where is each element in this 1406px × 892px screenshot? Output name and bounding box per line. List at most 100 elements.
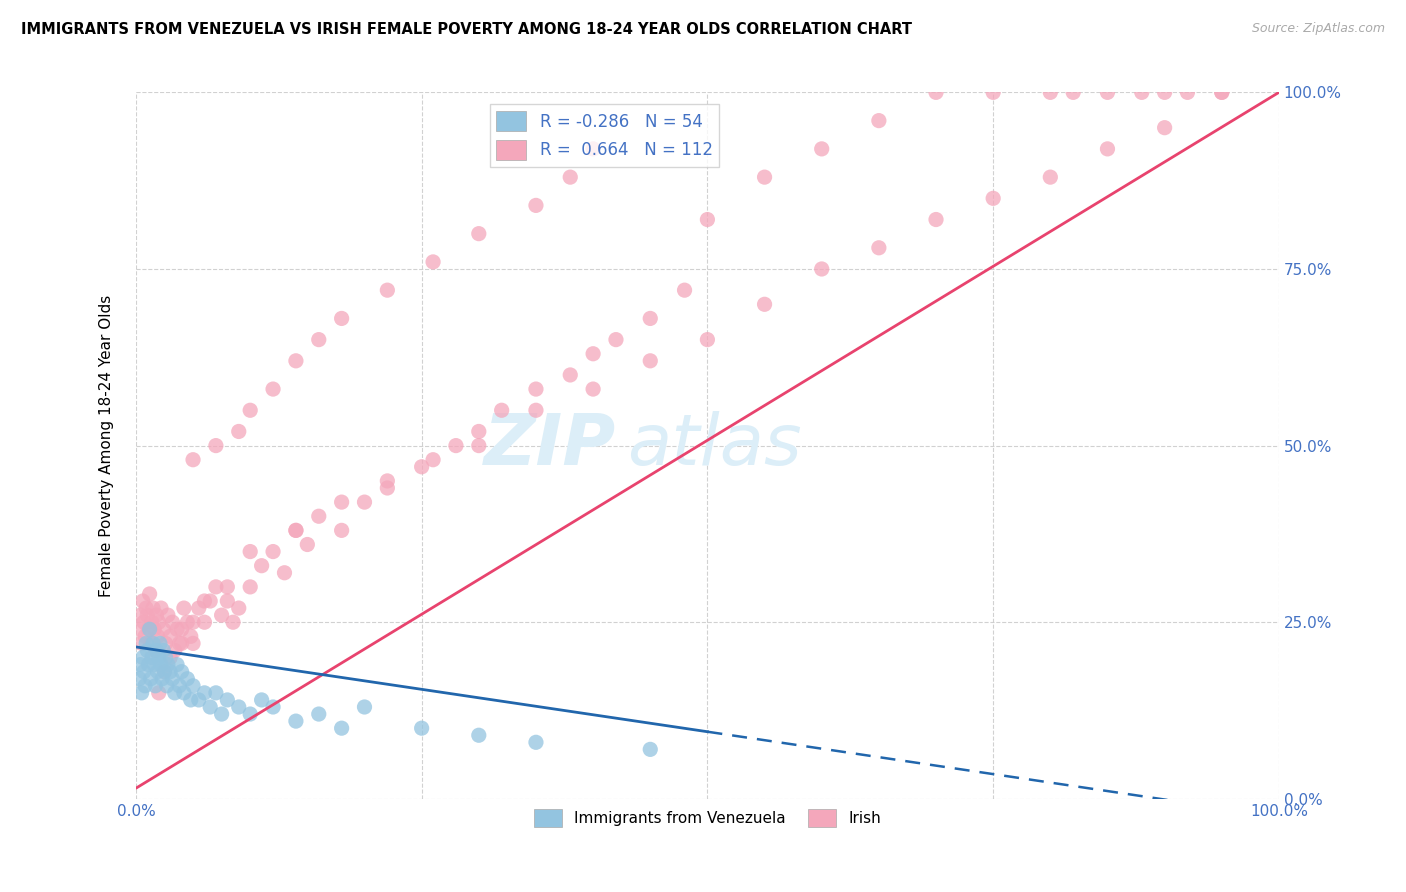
Point	[222, 615, 245, 630]
Point	[1153, 86, 1175, 100]
Legend: Immigrants from Venezuela, Irish: Immigrants from Venezuela, Irish	[527, 803, 887, 834]
Point	[170, 636, 193, 650]
Point	[152, 643, 174, 657]
Point	[198, 700, 221, 714]
Point	[159, 650, 181, 665]
Point	[131, 686, 153, 700]
Point	[136, 643, 159, 657]
Point	[132, 665, 155, 679]
Point	[156, 657, 179, 672]
Point	[468, 425, 491, 439]
Point	[330, 311, 353, 326]
Point	[132, 650, 155, 665]
Point	[180, 693, 202, 707]
Text: ZIP: ZIP	[484, 411, 616, 480]
Point	[239, 403, 262, 417]
Point	[145, 608, 167, 623]
Point	[353, 700, 375, 714]
Point	[981, 191, 1004, 205]
Point	[134, 679, 156, 693]
Point	[138, 587, 160, 601]
Point	[1039, 170, 1062, 185]
Point	[754, 170, 776, 185]
Point	[187, 693, 209, 707]
Point	[135, 601, 157, 615]
Point	[1211, 86, 1233, 100]
Point	[981, 86, 1004, 100]
Point	[1211, 86, 1233, 100]
Point	[142, 601, 165, 615]
Point	[170, 665, 193, 679]
Point	[142, 636, 165, 650]
Point	[141, 615, 163, 630]
Point	[422, 255, 444, 269]
Point	[810, 142, 832, 156]
Point	[211, 608, 233, 623]
Point	[129, 608, 152, 623]
Point	[136, 608, 159, 623]
Point	[560, 368, 582, 382]
Point	[262, 544, 284, 558]
Point	[217, 594, 239, 608]
Point	[143, 657, 166, 672]
Point	[148, 615, 170, 630]
Point	[228, 425, 250, 439]
Point	[159, 665, 181, 679]
Point	[297, 537, 319, 551]
Point	[605, 333, 627, 347]
Point	[187, 601, 209, 615]
Point	[141, 650, 163, 665]
Point	[638, 742, 661, 756]
Point	[524, 382, 547, 396]
Point	[582, 142, 605, 156]
Point	[925, 86, 948, 100]
Text: Source: ZipAtlas.com: Source: ZipAtlas.com	[1251, 22, 1385, 36]
Text: IMMIGRANTS FROM VENEZUELA VS IRISH FEMALE POVERTY AMONG 18-24 YEAR OLDS CORRELAT: IMMIGRANTS FROM VENEZUELA VS IRISH FEMAL…	[21, 22, 912, 37]
Point	[228, 601, 250, 615]
Point	[153, 665, 176, 679]
Point	[150, 657, 173, 672]
Point	[181, 636, 204, 650]
Point	[284, 524, 307, 538]
Point	[193, 594, 215, 608]
Point	[411, 459, 433, 474]
Point	[638, 311, 661, 326]
Point	[1177, 86, 1199, 100]
Point	[169, 679, 191, 693]
Point	[330, 495, 353, 509]
Point	[468, 439, 491, 453]
Point	[135, 636, 157, 650]
Point	[181, 452, 204, 467]
Point	[205, 580, 228, 594]
Point	[1097, 142, 1119, 156]
Point	[153, 665, 176, 679]
Point	[143, 643, 166, 657]
Point	[198, 594, 221, 608]
Point	[176, 672, 198, 686]
Point	[162, 615, 184, 630]
Point	[377, 481, 399, 495]
Point	[250, 693, 273, 707]
Point	[159, 629, 181, 643]
Point	[524, 403, 547, 417]
Point	[330, 524, 353, 538]
Point	[239, 544, 262, 558]
Point	[176, 615, 198, 630]
Point	[422, 452, 444, 467]
Point	[1130, 86, 1153, 100]
Point	[1097, 86, 1119, 100]
Point	[308, 333, 330, 347]
Point	[754, 297, 776, 311]
Point	[138, 622, 160, 636]
Point	[134, 629, 156, 643]
Point	[377, 283, 399, 297]
Point	[250, 558, 273, 573]
Point	[560, 170, 582, 185]
Point	[180, 629, 202, 643]
Point	[150, 672, 173, 686]
Point	[217, 693, 239, 707]
Point	[146, 665, 169, 679]
Point	[131, 636, 153, 650]
Point	[696, 212, 718, 227]
Point	[491, 403, 513, 417]
